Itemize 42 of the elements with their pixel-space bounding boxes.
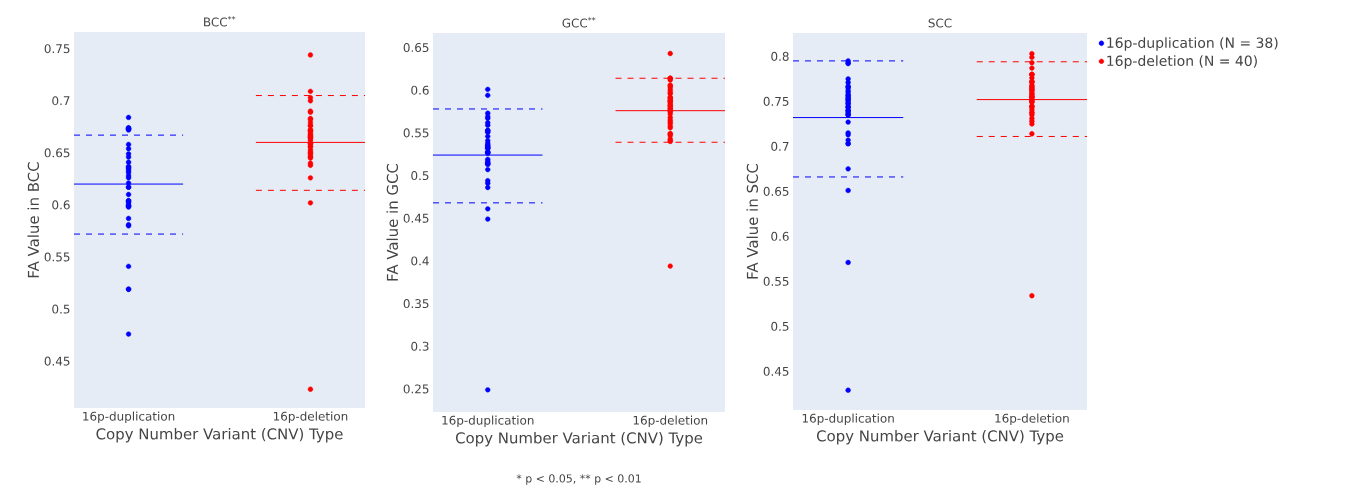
y-tick-label: 0.8 [771,51,789,61]
y-tick-label: 0.6 [411,85,429,95]
y-tick-label: 0.55 [763,276,789,286]
y-tick-label: 0.25 [403,384,429,394]
y-tick-label: 0.65 [763,186,789,196]
y-tick-label: 0.45 [763,366,789,376]
legend-label: 16p-deletion (N = 40) [1107,55,1257,69]
chart-title: GCC$^{**}$ [562,17,596,28]
x-tick-label: 16p-duplication [442,415,534,428]
x-axis-title: Copy Number Variant (CNV) Type [455,431,703,447]
y-tick-label: 0.75 [763,96,789,106]
y-axis-title: FA Value in BCC [27,162,40,278]
y-tick-label: 0.55 [403,128,429,138]
x-tick-label: 16p-duplication [83,411,175,424]
legend-label: 16p-duplication (N = 38) [1107,37,1278,51]
x-axis-title: Copy Number Variant (CNV) Type [816,429,1064,445]
y-tick-label: 0.55 [44,252,70,262]
x-tick-label: 16p-deletion [273,411,348,424]
y-tick-label: 0.75 [44,44,70,54]
x-tick-label: 16p-deletion [995,413,1069,426]
x-axis-title: Copy Number Variant (CNV) Type [96,427,343,443]
y-tick-label: 0.45 [403,213,429,223]
y-tick-label: 0.35 [403,299,429,309]
chart-title: BCC$^{**}$ [204,16,236,27]
y-tick-label: 0.7 [771,141,789,151]
y-tick-label: 0.5 [52,304,70,314]
y-axis-title: FA Value in GCC [386,163,399,281]
text: * p < 0.05, ** p < 0.01 [516,474,641,485]
y-tick-label: 0.45 [44,356,70,366]
y-tick-label: 0.3 [411,341,429,351]
y-tick-label: 0.4 [411,256,429,266]
x-tick-label: 16p-duplication [802,413,894,426]
y-tick-label: 0.6 [771,231,789,241]
y-tick-label: 0.6 [52,200,70,210]
y-tick-label: 0.5 [771,321,789,331]
y-tick-label: 0.5 [411,171,429,181]
y-tick-label: 0.7 [52,96,70,106]
x-tick-label: 16p-deletion [633,415,708,428]
y-tick-label: 0.65 [403,42,429,53]
y-axis-title: FA Value in SCC [746,163,759,279]
chart-title: SCC [928,18,952,28]
y-tick-label: 0.65 [44,148,70,158]
